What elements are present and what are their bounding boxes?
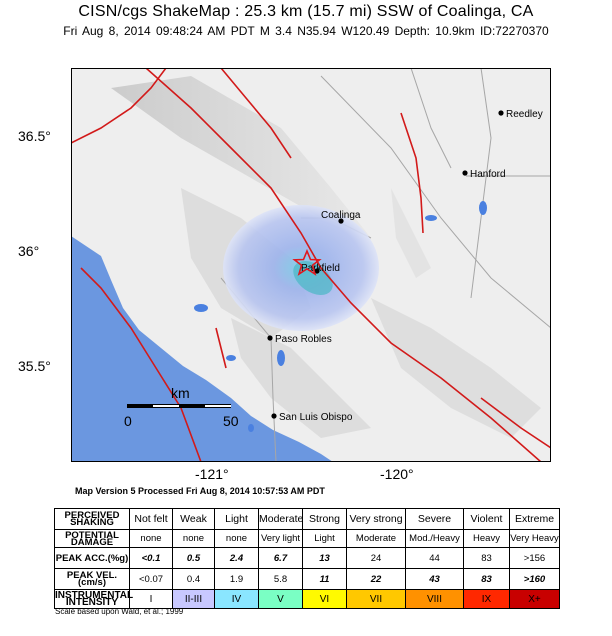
legend-cell: >160 (509, 568, 560, 590)
star-icon[interactable] (292, 248, 322, 276)
legend-cell: none (214, 529, 259, 548)
scale-bar-unit: km (171, 385, 190, 401)
intensity-legend: PERCEIVED SHAKING Not felt Weak Light Mo… (54, 508, 560, 609)
city-label-san-luis-obispo: San Luis Obispo (279, 412, 353, 423)
legend-cell: 1.9 (214, 568, 259, 590)
city-paso-robles[interactable]: Paso Robles (267, 334, 332, 345)
legend-cell: Extreme (509, 508, 560, 530)
legend-cell: Weak (172, 508, 215, 530)
map-title: CISN/cgs ShakeMap : 25.3 km (15.7 mi) SS… (78, 3, 534, 20)
legend-cell: Strong (302, 508, 347, 530)
legend-cell: 83 (463, 547, 510, 569)
legend-cell: Light (302, 529, 347, 548)
city-label-coalinga: Coalinga (321, 210, 361, 221)
intensity-cell-ii-iii: II-III (172, 589, 215, 609)
legend-label: PEAK VEL.(cm/s) (54, 568, 130, 590)
legend-cell: 6.7 (258, 547, 303, 569)
scale-bar-start: 0 (124, 413, 132, 429)
city-coalinga[interactable]: Coalinga (321, 210, 361, 224)
latitude-label-36: 36° (18, 243, 40, 259)
intensity-cell-vi: VI (302, 589, 347, 609)
city-label-paso-robles: Paso Robles (275, 334, 332, 345)
lakes (194, 201, 487, 432)
legend-cell: Heavy (463, 529, 510, 548)
city-label-parkfield: Parkfield (301, 263, 340, 274)
legend-cell: Severe (405, 508, 464, 530)
legend-cell: Mod./Heavy (405, 529, 464, 548)
city-label-hanford: Hanford (470, 169, 506, 180)
event-details: Fri Aug 8, 2014 09:48:24 AM PDT M 3.4 N3… (63, 24, 549, 38)
fault-lines (71, 68, 551, 462)
legend-label: PERCEIVED SHAKING (54, 508, 130, 530)
legend-cell: 2.4 (214, 547, 259, 569)
legend-cell: Not felt (129, 508, 173, 530)
city-hanford[interactable]: Hanford (462, 169, 506, 180)
legend-label: POTENTIAL DAMAGE (54, 529, 130, 548)
shakemap[interactable]: Reedley Hanford Coalinga Parkfield Paso … (71, 68, 551, 462)
city-label-reedley: Reedley (506, 109, 543, 120)
legend-label: PEAK ACC.(%g) (54, 547, 130, 569)
legend-row-potential-damage: POTENTIAL DAMAGE none none none Very lig… (54, 529, 560, 548)
legend-cell: 0.4 (172, 568, 215, 590)
intensity-cell-x-plus: X+ (509, 589, 560, 609)
legend-cell: 13 (302, 547, 347, 569)
legend-row-peak-acceleration: PEAK ACC.(%g) <0.1 0.5 2.4 6.7 13 24 44 … (54, 547, 560, 569)
legend-cell: Moderate (346, 529, 406, 548)
city-reedley[interactable]: Reedley (498, 109, 543, 120)
city-parkfield[interactable]: Parkfield (301, 263, 340, 274)
legend-cell: >156 (509, 547, 560, 569)
legend-row-peak-velocity: PEAK VEL.(cm/s) <0.07 0.4 1.9 5.8 11 22 … (54, 568, 560, 590)
legend-cell: 83 (463, 568, 510, 590)
legend-cell: 44 (405, 547, 464, 569)
scale-note: Scale based upon Wald, et al.; 1999 (55, 607, 184, 616)
legend-cell: none (172, 529, 215, 548)
intensity-cell-viii: VIII (405, 589, 464, 609)
legend-row-perceived-shaking: PERCEIVED SHAKING Not felt Weak Light Mo… (54, 508, 560, 530)
legend-label: INSTRUMENTAL INTENSITY (54, 589, 134, 609)
legend-cell: Violent (463, 508, 510, 530)
legend-cell: 24 (346, 547, 406, 569)
legend-cell: Very Heavy (509, 529, 560, 548)
longitude-label-121: -121° (195, 466, 229, 482)
map-frame (71, 68, 551, 462)
legend-cell: 11 (302, 568, 347, 590)
legend-cell: none (129, 529, 173, 548)
scale-bar: km 0 50 (124, 385, 239, 429)
scale-bar-end: 50 (223, 413, 239, 429)
intensity-cell-ix: IX (463, 589, 510, 609)
legend-cell: Moderate (258, 508, 303, 530)
legend-cell: Very strong (346, 508, 406, 530)
legend-cell: <0.1 (129, 547, 173, 569)
intensity-cell-vii: VII (346, 589, 406, 609)
legend-cell: Very light (258, 529, 303, 548)
legend-cell: 22 (346, 568, 406, 590)
legend-cell: 43 (405, 568, 464, 590)
legend-cell: <0.07 (129, 568, 173, 590)
legend-cell: 5.8 (258, 568, 303, 590)
map-version-note: Map Version 5 Processed Fri Aug 8, 2014 … (75, 486, 325, 496)
legend-cell: 0.5 (172, 547, 215, 569)
latitude-label-35-5: 35.5° (18, 358, 51, 374)
city-san-luis-obispo[interactable]: San Luis Obispo (271, 412, 353, 423)
legend-cell: Light (214, 508, 259, 530)
latitude-label-36-5: 36.5° (18, 128, 51, 144)
intensity-cell-v: V (258, 589, 303, 609)
intensity-cell-iv: IV (214, 589, 259, 609)
legend-row-instrumental-intensity: INSTRUMENTAL INTENSITY I II-III IV V VI … (54, 589, 560, 609)
longitude-label-120: -120° (380, 466, 414, 482)
intensity-cell-i: I (129, 589, 173, 609)
